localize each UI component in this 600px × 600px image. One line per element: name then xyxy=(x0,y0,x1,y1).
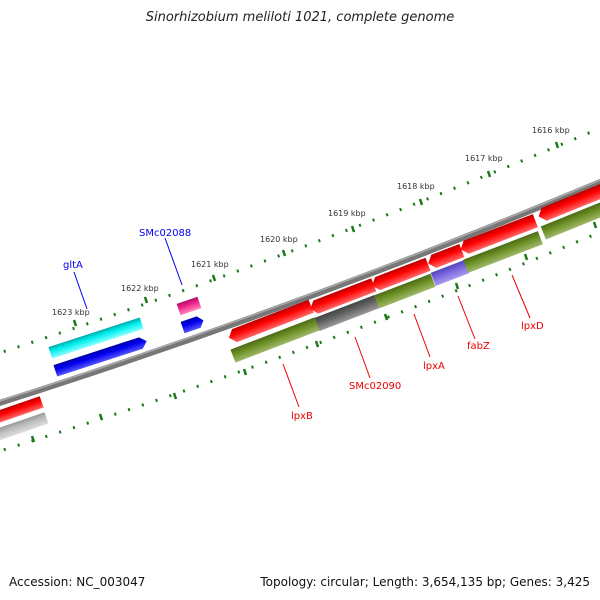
gene-fabZ[interactable] xyxy=(430,260,470,286)
tick-labels: 1616 kbp 1617 kbp 1618 kbp 1619 kbp 1620… xyxy=(52,126,570,317)
leader-lpxA xyxy=(413,313,431,358)
tick-label: 1618 kbp xyxy=(397,182,435,191)
gene-lpxA[interactable] xyxy=(374,273,436,309)
genome-backbone xyxy=(0,178,600,406)
tick-label: 1623 kbp xyxy=(52,308,90,317)
outer-tick-track xyxy=(0,126,600,355)
gene-gltA[interactable] xyxy=(48,317,144,359)
gene-SMc02090[interactable] xyxy=(314,294,380,332)
gene-label-SMc02088[interactable]: SMc02088 xyxy=(139,228,191,239)
genome-summary: Topology: circular; Length: 3,654,135 bp… xyxy=(260,575,590,589)
cds-lpxA[interactable] xyxy=(369,257,431,293)
gene-label-gltA[interactable]: gltA xyxy=(63,260,83,271)
tick-label: 1621 kbp xyxy=(191,260,229,269)
gene-next[interactable] xyxy=(540,200,600,240)
leader-lpxB xyxy=(282,363,300,408)
cds-fabZ[interactable] xyxy=(426,244,465,270)
gene-lpxD[interactable] xyxy=(463,231,543,273)
gene-left-edge[interactable] xyxy=(0,396,44,426)
gene-label-lpxA[interactable]: lpxA xyxy=(423,361,445,372)
accession-text: Accession: NC_003047 xyxy=(9,575,146,589)
leader-fabZ xyxy=(457,295,476,340)
tick-label: 1616 kbp xyxy=(532,126,570,135)
tick-label: 1620 kbp xyxy=(260,235,298,244)
gene-label-fabZ[interactable]: fabZ xyxy=(467,341,490,352)
gene-SMc02088[interactable] xyxy=(176,296,202,316)
cds-lpxD[interactable] xyxy=(458,214,538,256)
gene-label-lpxB[interactable]: lpxB xyxy=(291,411,313,422)
tick-label: 1619 kbp xyxy=(328,209,366,218)
cds-SMc02088[interactable] xyxy=(180,315,206,334)
leader-lpxD xyxy=(511,274,531,319)
cds-left-edge[interactable] xyxy=(0,412,49,443)
gene-label-SMc02090[interactable]: SMc02090 xyxy=(349,381,401,392)
leader-SMc02088 xyxy=(164,237,183,286)
cds-lpxB[interactable] xyxy=(226,299,314,345)
major-ticks xyxy=(30,141,598,443)
tick-label: 1622 kbp xyxy=(121,284,159,293)
map-title: Sinorhizobium meliloti 1021, complete ge… xyxy=(145,10,455,25)
cds-next[interactable] xyxy=(536,181,600,223)
gene-lpxB[interactable] xyxy=(230,317,320,363)
inner-tick-track xyxy=(0,230,600,453)
tick-label: 1617 kbp xyxy=(465,154,503,163)
cds-SMc02090[interactable] xyxy=(308,278,377,315)
leader-gltA xyxy=(73,271,88,310)
cds-gltA[interactable] xyxy=(53,335,148,377)
leader-SMc02090 xyxy=(354,336,371,379)
gene-label-lpxD[interactable]: lpxD xyxy=(521,321,544,332)
